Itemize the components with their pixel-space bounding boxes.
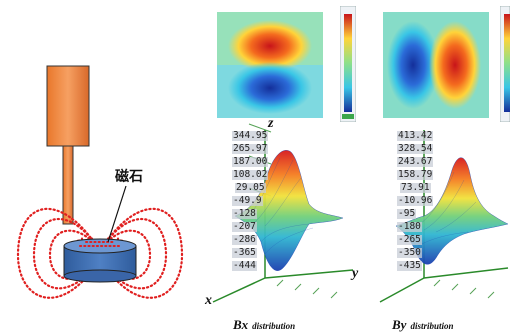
by-caption: By distribution: [392, 316, 453, 334]
by-tick-label: -180: [397, 221, 422, 232]
by-tick-label: -10.96: [397, 195, 434, 206]
by-tick-label: 243.67: [397, 156, 434, 167]
sensor-probe-shaft: [62, 145, 74, 225]
bx-caption-sub: distribution: [252, 321, 296, 331]
by-surface-plot: [379, 130, 509, 303]
bx-tick-label: -207: [232, 221, 257, 232]
by-surface: [395, 157, 509, 265]
bx-caption: Bx distribution: [233, 316, 295, 334]
by-tick-label: -435: [397, 260, 422, 271]
bx-tick-label: 265.97: [232, 143, 269, 154]
by-tick-label: 158.79: [397, 169, 434, 180]
bx-tick-label: -49.9: [232, 195, 263, 206]
magnet-label-pointer: [107, 185, 127, 243]
bx-axis-z-label: z: [268, 116, 274, 131]
by-tick-label: -265: [397, 234, 422, 245]
bx-tick-label: 187.00: [232, 156, 269, 167]
bx-axis-x-label: x: [205, 293, 212, 308]
bx-colorbar: [340, 6, 356, 122]
bx-tick-label: -365: [232, 247, 257, 258]
by-tick-label: -350: [397, 247, 422, 258]
magnet-label: 磁石: [115, 168, 143, 184]
bx-axis-y-label: y: [352, 266, 359, 281]
by-colorbar: [500, 6, 510, 122]
bx-tick-label: -444: [232, 260, 257, 271]
bx-tick-label: -286: [232, 234, 257, 245]
magnet-sensor-diagram: [16, 65, 184, 299]
by-tick-label: 328.54: [397, 143, 434, 154]
bx-tick-label: 29.05: [235, 182, 266, 193]
bx-tick-label: 108.02: [232, 169, 269, 180]
by-tick-label: 73.91: [400, 182, 431, 193]
bx-caption-main: Bx: [233, 317, 249, 332]
by-caption-main: By: [392, 317, 407, 332]
by-tick-label: 413.42: [397, 130, 434, 141]
bx-surface-plot: [212, 123, 354, 303]
bx-tick-label: 344.95: [232, 130, 269, 141]
by-heatmap: [383, 12, 489, 118]
bx-heatmap: [217, 12, 323, 118]
bx-tick-label: -128: [232, 208, 257, 219]
sensor-probe-body: [46, 65, 90, 147]
magnet-cylinder: [63, 238, 137, 283]
by-tick-label: -95: [397, 208, 417, 219]
by-caption-sub: distribution: [410, 321, 454, 331]
